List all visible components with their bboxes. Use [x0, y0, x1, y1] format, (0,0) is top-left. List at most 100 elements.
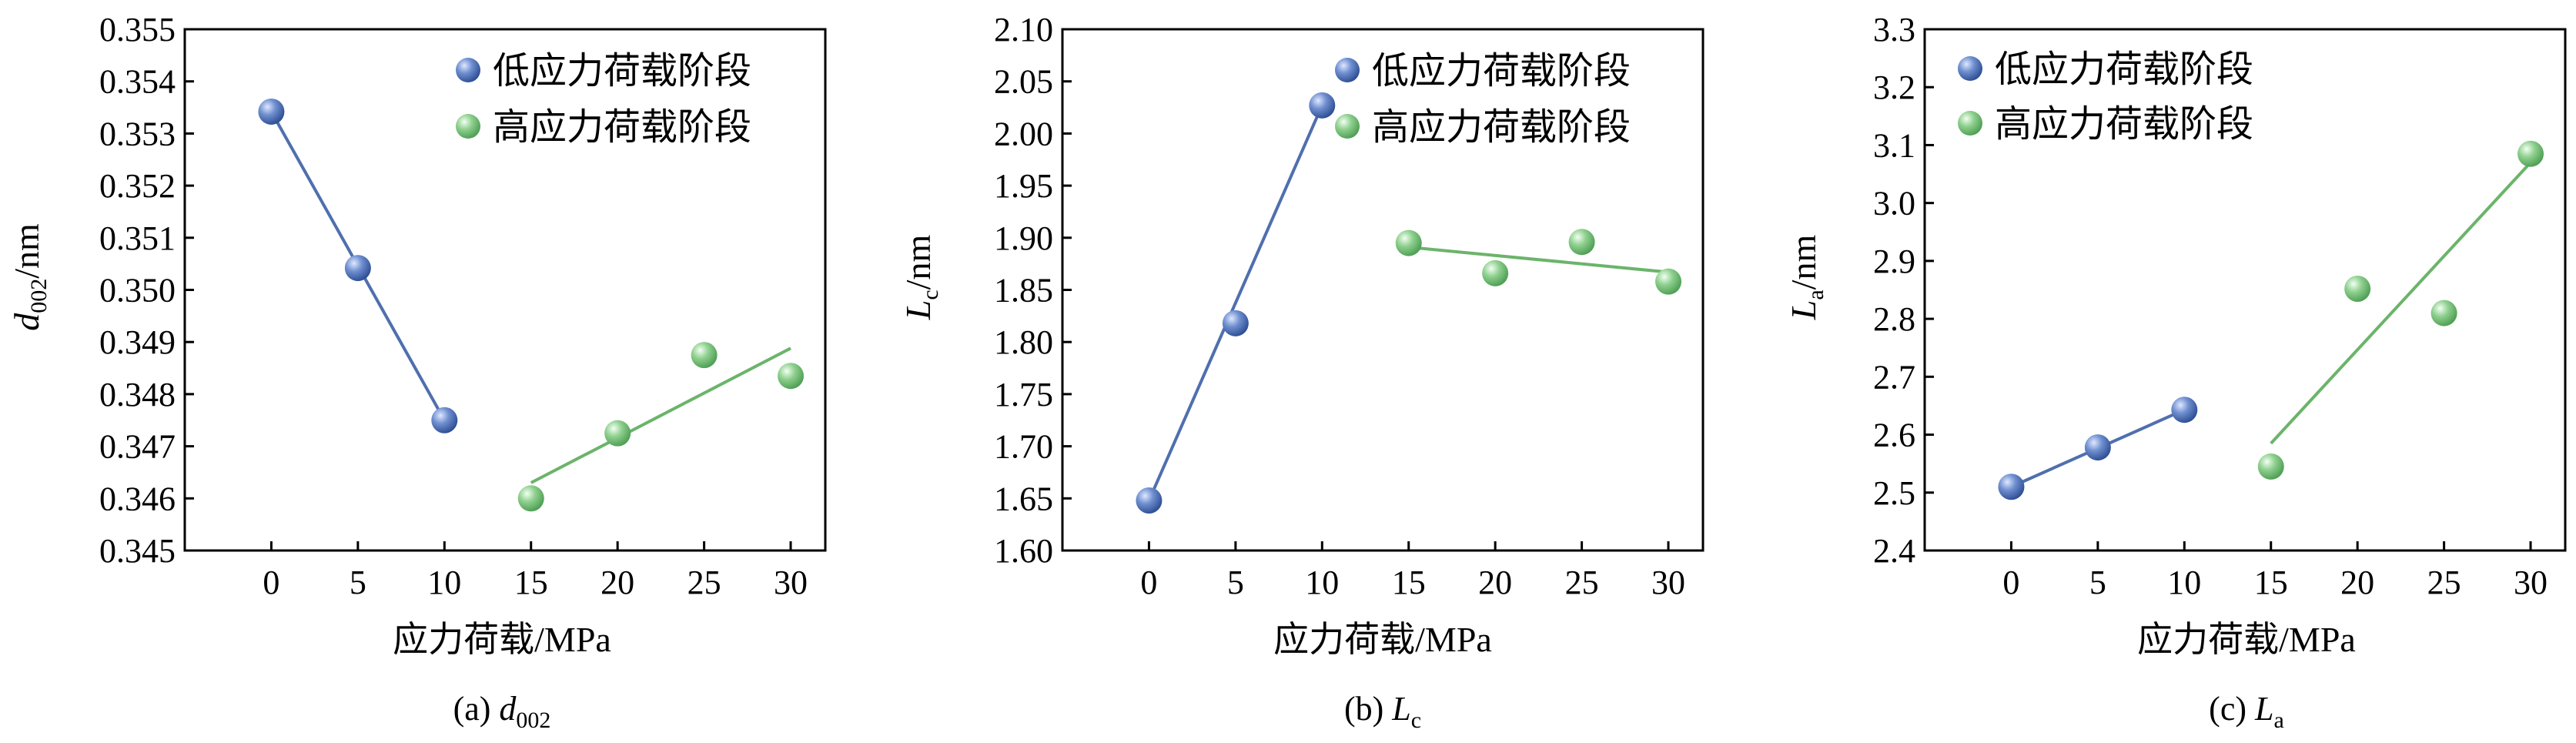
y-tick-label: 2.9 [1873, 243, 1915, 280]
data-point-low [2171, 397, 2198, 423]
x-tick-label: 5 [1227, 564, 1244, 601]
y-tick-label: 0.355 [99, 11, 176, 49]
y-tick-label: 2.7 [1873, 358, 1915, 396]
y-tick-label: 0.349 [99, 323, 176, 361]
legend-low-marker [456, 58, 480, 82]
data-point-high [2344, 275, 2371, 302]
y-tick-label: 1.65 [994, 480, 1053, 517]
panel-c-plot: 2.4 2.5 2.6 2.7 2.8 2.9 3.0 3.1 3.2 3.3 0 5 10 15 20 25… [1873, 11, 2567, 601]
panel-c: 2.4 2.5 2.6 2.7 2.8 2.9 3.0 3.1 3.2 3.3 0 5 10 15 20 25… [1784, 11, 2567, 733]
panel-c-ylabel: La/nm [1784, 235, 1828, 321]
y-tick-label: 0.351 [99, 219, 176, 257]
x-tick-label: 5 [2089, 564, 2106, 601]
data-point-high [1568, 229, 1595, 256]
x-tick-label: 25 [1565, 564, 1599, 601]
x-tick-label: 10 [427, 564, 461, 601]
y-tick-label: 2.10 [994, 11, 1053, 49]
x-tick-label: 15 [1392, 564, 1426, 601]
x-tick-label: 10 [2167, 564, 2201, 601]
legend-high-marker [456, 114, 480, 139]
data-point-high [778, 363, 805, 390]
x-tick-label: 25 [2427, 564, 2461, 601]
data-point-high [517, 485, 544, 512]
y-tick-label: 3.1 [1873, 126, 1915, 164]
y-tick-label: 1.80 [994, 323, 1053, 361]
y-tick-label: 1.85 [994, 272, 1053, 310]
x-tick-label: 25 [687, 564, 721, 601]
y-tick-label: 1.90 [994, 219, 1053, 257]
ylabel-var: L [1784, 300, 1823, 321]
y-tick-label: 1.75 [994, 376, 1053, 413]
y-tick-label: 2.00 [994, 115, 1053, 152]
ylabel-unit: /nm [898, 235, 938, 290]
ylabel-sub: a [1803, 290, 1828, 300]
data-point-low [344, 255, 371, 282]
panel-c-xlabel: 应力荷载/MPa [2137, 620, 2356, 659]
legend-high-label: 高应力荷载阶段 [1372, 107, 1631, 148]
panel-a-legend: 低应力荷载阶段 高应力荷载阶段 [456, 51, 751, 148]
y-tick-label: 2.05 [994, 63, 1053, 101]
y-tick-label: 0.345 [99, 532, 176, 570]
caption-sub: c [1411, 708, 1421, 733]
y-tick-label: 3.3 [1873, 11, 1915, 49]
caption-var: L [1391, 690, 1410, 728]
y-tick-label: 2.6 [1873, 417, 1915, 454]
fit-line-high [2270, 161, 2532, 445]
x-tick-label: 15 [2254, 564, 2288, 601]
panel-a-plot: 0.345 0.346 0.347 0.348 0.349 0.350 0.351 0.352… [99, 11, 827, 601]
data-point-high [2257, 453, 2284, 480]
x-tick-label: 15 [514, 564, 548, 601]
legend-low-marker [1958, 56, 1982, 81]
data-point-low [1309, 92, 1336, 119]
x-tick-label: 20 [2340, 564, 2374, 601]
panel-a-caption: (a) d002 [453, 690, 551, 733]
legend-high-label: 高应力荷载阶段 [1995, 104, 2253, 145]
panel-b-xlabel: 应力荷载/MPa [1273, 620, 1492, 659]
data-point-high [1482, 259, 1509, 286]
data-point-low [1998, 474, 2025, 500]
data-point-low [1136, 487, 1163, 514]
data-point-high [2430, 300, 2457, 326]
x-tick-label: 0 [1140, 564, 1157, 601]
legend-low-label: 低应力荷载阶段 [1372, 51, 1631, 92]
fit-line-high [530, 346, 791, 484]
x-tick-label: 30 [1651, 564, 1685, 601]
ylabel-unit: /nm [1784, 235, 1823, 290]
y-tick-label: 1.60 [994, 532, 1053, 570]
x-tick-label: 30 [774, 564, 808, 601]
data-point-high [1655, 268, 1682, 295]
data-point-low [2084, 434, 2111, 461]
caption-prefix: (b) [1344, 690, 1392, 728]
x-tick-label: 0 [263, 564, 279, 601]
ylabel-unit: /nm [7, 223, 46, 279]
legend-low-label: 低应力荷载阶段 [493, 51, 751, 92]
legend-low-marker [1335, 58, 1360, 82]
caption-sub: a [2274, 708, 2284, 733]
caption-prefix: (a) [453, 690, 500, 728]
x-tick-label: 30 [2514, 564, 2548, 601]
y-tick-label: 2.4 [1873, 532, 1915, 570]
data-point-high [691, 342, 718, 369]
panel-b: 1.60 1.65 1.70 1.75 1.80 1.85 1.90 1.95 2.00 2.05… [898, 11, 1705, 733]
caption-sub: 002 [516, 708, 550, 733]
x-tick-label: 5 [350, 564, 366, 601]
data-point-high [1395, 229, 1422, 256]
panel-b-legend: 低应力荷载阶段 高应力荷载阶段 [1335, 51, 1631, 148]
panel-c-caption: (c) La [2209, 690, 2284, 733]
x-tick-label: 20 [601, 564, 634, 601]
y-tick-label: 1.70 [994, 428, 1053, 466]
legend-high-marker [1335, 114, 1360, 139]
y-tick-label: 1.95 [994, 167, 1053, 205]
y-tick-label: 0.348 [99, 376, 176, 413]
panel-b-caption: (b) Lc [1344, 690, 1421, 733]
y-tick-label: 3.2 [1873, 69, 1915, 106]
y-tick-label: 2.8 [1873, 300, 1915, 338]
y-tick-label: 0.350 [99, 272, 176, 310]
fit-line-high [1408, 245, 1669, 274]
y-tick-label: 0.346 [99, 480, 176, 517]
legend-high-marker [1958, 111, 1982, 136]
y-tick-label: 3.0 [1873, 185, 1915, 223]
x-tick-label: 20 [1478, 564, 1512, 601]
ylabel-var: L [898, 300, 938, 321]
